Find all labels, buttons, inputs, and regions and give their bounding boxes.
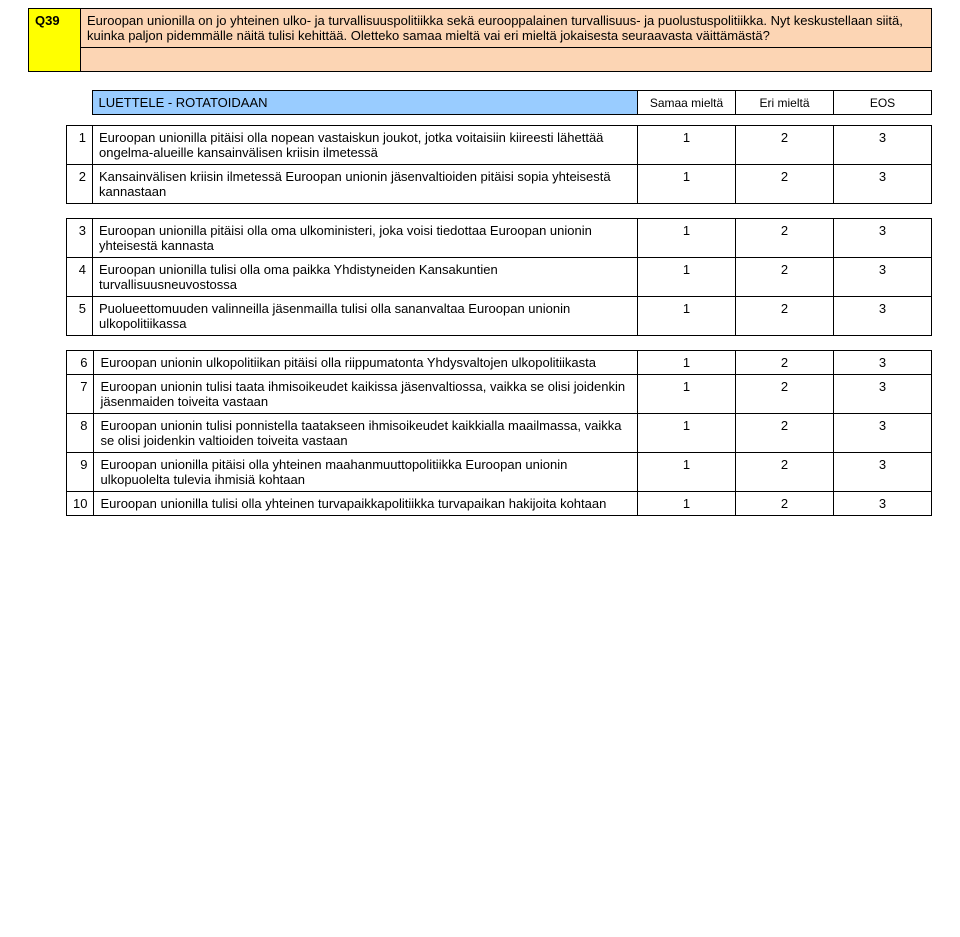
table-row: 5Puolueettomuuden valinneilla jäsenmaill… — [67, 297, 932, 336]
item-value-2: 2 — [736, 351, 834, 375]
item-number: 1 — [67, 126, 93, 165]
item-value-1: 1 — [638, 375, 736, 414]
item-value-1: 1 — [638, 258, 736, 297]
item-value-2: 2 — [736, 258, 834, 297]
item-text: Euroopan unionin tulisi ponnistella taat… — [94, 414, 638, 453]
table-row: 8Euroopan unionin tulisi ponnistella taa… — [67, 414, 932, 453]
item-value-3: 3 — [834, 351, 932, 375]
column-header-row: LUETTELE - ROTATOIDAAN Samaa mieltä Eri … — [66, 90, 932, 115]
header-col-disagree: Eri mieltä — [736, 91, 834, 115]
table-row: 9Euroopan unionilla pitäisi olla yhteine… — [67, 453, 932, 492]
item-text: Puolueettomuuden valinneilla jäsenmailla… — [93, 297, 638, 336]
item-group: 1Euroopan unionilla pitäisi olla nopean … — [66, 125, 932, 204]
item-group: 6Euroopan unionin ulkopolitiikan pitäisi… — [66, 350, 932, 516]
item-value-1: 1 — [638, 165, 736, 204]
item-value-1: 1 — [638, 219, 736, 258]
item-value-3: 3 — [834, 297, 932, 336]
table-row: 10Euroopan unionilla tulisi olla yhteine… — [67, 492, 932, 516]
item-value-2: 2 — [736, 165, 834, 204]
header-col-agree: Samaa mieltä — [638, 91, 736, 115]
item-value-1: 1 — [638, 453, 736, 492]
item-text: Euroopan unionin tulisi taata ihmisoikeu… — [94, 375, 638, 414]
item-number: 2 — [67, 165, 93, 204]
item-text: Euroopan unionilla tulisi olla yhteinen … — [94, 492, 638, 516]
item-value-3: 3 — [834, 453, 932, 492]
item-number: 3 — [67, 219, 93, 258]
table-row: 7Euroopan unionin tulisi taata ihmisoike… — [67, 375, 932, 414]
item-value-3: 3 — [834, 165, 932, 204]
item-value-3: 3 — [834, 414, 932, 453]
item-number: 4 — [67, 258, 93, 297]
question-id: Q39 — [29, 9, 81, 72]
item-number: 6 — [67, 351, 94, 375]
item-value-2: 2 — [736, 126, 834, 165]
item-value-1: 1 — [638, 297, 736, 336]
table-row: 4Euroopan unionilla tulisi olla oma paik… — [67, 258, 932, 297]
item-number: 5 — [67, 297, 93, 336]
item-value-1: 1 — [638, 351, 736, 375]
table-row: 1Euroopan unionilla pitäisi olla nopean … — [67, 126, 932, 165]
item-text: Euroopan unionilla pitäisi olla oma ulko… — [93, 219, 638, 258]
header-col-eos: EOS — [834, 91, 932, 115]
item-value-2: 2 — [736, 297, 834, 336]
item-value-2: 2 — [736, 219, 834, 258]
item-groups: 1Euroopan unionilla pitäisi olla nopean … — [28, 125, 932, 516]
item-value-2: 2 — [736, 375, 834, 414]
item-value-1: 1 — [638, 492, 736, 516]
table-row: 3Euroopan unionilla pitäisi olla oma ulk… — [67, 219, 932, 258]
item-number: 7 — [67, 375, 94, 414]
item-text: Euroopan unionilla tulisi olla oma paikk… — [93, 258, 638, 297]
header-spacer — [66, 91, 92, 115]
item-text: Euroopan unionilla pitäisi olla nopean v… — [93, 126, 638, 165]
table-row: 6Euroopan unionin ulkopolitiikan pitäisi… — [67, 351, 932, 375]
item-number: 9 — [67, 453, 94, 492]
item-value-2: 2 — [736, 492, 834, 516]
item-number: 10 — [67, 492, 94, 516]
item-value-3: 3 — [834, 258, 932, 297]
question-block: Q39 Euroopan unionilla on jo yhteinen ul… — [28, 8, 932, 72]
item-value-3: 3 — [834, 219, 932, 258]
item-value-3: 3 — [834, 375, 932, 414]
item-value-1: 1 — [638, 126, 736, 165]
item-value-3: 3 — [834, 492, 932, 516]
item-number: 8 — [67, 414, 94, 453]
item-text: Euroopan unionilla pitäisi olla yhteinen… — [94, 453, 638, 492]
question-text: Euroopan unionilla on jo yhteinen ulko- … — [81, 9, 932, 48]
item-value-3: 3 — [834, 126, 932, 165]
item-value-2: 2 — [736, 453, 834, 492]
item-value-1: 1 — [638, 414, 736, 453]
table-row: 2Kansainvälisen kriisin ilmetessä Euroop… — [67, 165, 932, 204]
item-text: Euroopan unionin ulkopolitiikan pitäisi … — [94, 351, 638, 375]
item-value-2: 2 — [736, 414, 834, 453]
item-text: Kansainvälisen kriisin ilmetessä Euroopa… — [93, 165, 638, 204]
item-group: 3Euroopan unionilla pitäisi olla oma ulk… — [66, 218, 932, 336]
question-text-blank — [81, 48, 932, 72]
header-instruction: LUETTELE - ROTATOIDAAN — [92, 91, 638, 115]
